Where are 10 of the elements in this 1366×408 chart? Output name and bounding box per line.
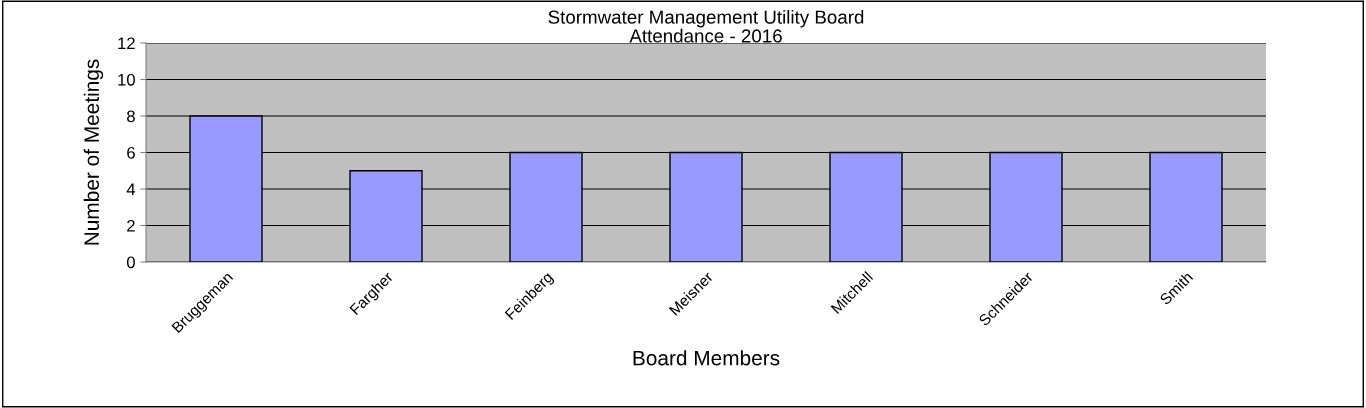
x-axis-title: Board Members xyxy=(633,350,780,366)
y-tick-label: 10 xyxy=(118,73,135,86)
chart-title: Stormwater Management Utility Board Attendance - 2016 xyxy=(548,10,864,43)
y-axis-title: Number of Meetings xyxy=(83,59,104,245)
y-tick-label: 8 xyxy=(127,110,135,123)
y-tick-label: 0 xyxy=(126,256,135,269)
y-tick-label: 2 xyxy=(127,219,135,232)
y-tick-label: 4 xyxy=(126,183,136,196)
y-tick-label: 12 xyxy=(118,37,135,50)
y-tick-label: 6 xyxy=(127,146,135,159)
